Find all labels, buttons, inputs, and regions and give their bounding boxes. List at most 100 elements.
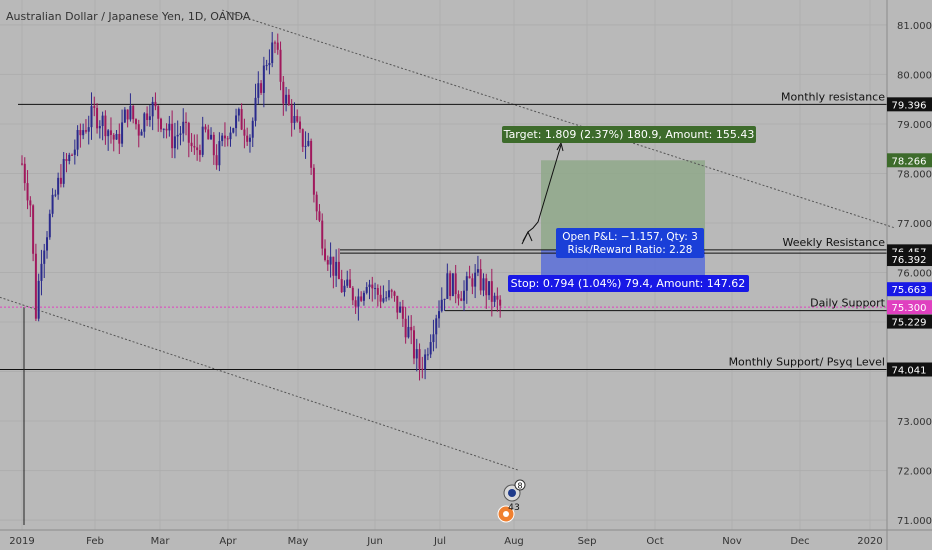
candle-body bbox=[285, 94, 288, 104]
tag-current-price-bg bbox=[887, 300, 932, 315]
y-tick-label: 73.000 bbox=[897, 417, 932, 428]
candle-body bbox=[129, 105, 132, 120]
level-label: Daily Support bbox=[810, 297, 886, 310]
level-label: Weekly Resistance bbox=[783, 236, 886, 249]
candle-body bbox=[246, 135, 249, 142]
stop-text: Stop: 0.794 (1.04%) 79.4, Amount: 147.62 bbox=[511, 277, 746, 290]
candle-body bbox=[32, 205, 35, 254]
candle-body bbox=[296, 116, 299, 122]
candle-body bbox=[412, 330, 415, 359]
x-tick-label: Apr bbox=[219, 536, 237, 547]
candle-body bbox=[496, 295, 499, 300]
x-tick-label: Oct bbox=[646, 536, 663, 547]
candle-body bbox=[109, 130, 112, 135]
candle-body bbox=[257, 83, 260, 98]
candle-body bbox=[37, 280, 40, 319]
tag-level-76392-bg bbox=[887, 252, 932, 267]
candle-body bbox=[171, 123, 174, 149]
candle-body bbox=[90, 106, 93, 128]
candle-body bbox=[493, 295, 496, 302]
candle-body bbox=[321, 220, 324, 249]
candle-body bbox=[432, 334, 435, 343]
position-overlays: Target: 1.809 (2.37%) 180.9, Amount: 155… bbox=[502, 126, 756, 292]
event-count: 4 bbox=[508, 503, 514, 513]
candle-body bbox=[276, 42, 279, 50]
time-axis[interactable]: 2019 Feb Mar Apr May Jun Jul Aug Sep Oct Nov Dec 202… bbox=[0, 529, 932, 547]
candle-body bbox=[346, 279, 349, 286]
candle-body bbox=[332, 256, 335, 276]
y-tick-label: 77.000 bbox=[897, 219, 932, 230]
candle-body bbox=[165, 128, 168, 131]
level-label: Monthly Support/ Psyq Level bbox=[729, 356, 885, 369]
candle-body bbox=[343, 285, 346, 293]
candle-body bbox=[176, 134, 179, 137]
candle-body bbox=[54, 194, 57, 196]
candle-body bbox=[282, 81, 285, 104]
candle-body bbox=[424, 354, 427, 370]
earnings-dot bbox=[503, 511, 509, 517]
y-tick-label: 80.000 bbox=[897, 70, 932, 81]
candle-body bbox=[232, 128, 235, 133]
candle-body bbox=[368, 284, 371, 288]
x-tick-label: Sep bbox=[578, 536, 597, 547]
candle-body bbox=[268, 63, 271, 66]
tag-monthly-support: 74.041 bbox=[892, 366, 927, 377]
candle-body bbox=[435, 318, 438, 335]
x-tick-label: 2019 bbox=[9, 536, 34, 547]
event-count: 3 bbox=[514, 503, 520, 513]
candle-body bbox=[118, 133, 121, 144]
candle-body bbox=[371, 284, 374, 289]
candle-body bbox=[68, 154, 71, 162]
candle-body bbox=[357, 296, 360, 307]
candle-body bbox=[279, 49, 282, 82]
candle-body bbox=[471, 278, 474, 287]
candle-body bbox=[324, 248, 327, 261]
candle-body bbox=[273, 42, 276, 44]
candle-body bbox=[59, 177, 62, 184]
candle-body bbox=[415, 349, 418, 359]
candle-body bbox=[179, 133, 182, 135]
candle-body bbox=[193, 146, 196, 148]
event-count: 8 bbox=[517, 482, 522, 491]
candle-body bbox=[123, 109, 126, 123]
event-markers[interactable]: 8 4 3 bbox=[497, 479, 526, 523]
candle-body bbox=[265, 65, 268, 67]
price-axis[interactable]: 81.00080.00079.00078.00077.00076.00075.0… bbox=[886, 0, 932, 550]
candle-body bbox=[312, 167, 315, 195]
y-tick-label: 79.000 bbox=[897, 120, 932, 131]
candle-body bbox=[287, 94, 290, 105]
candle-body bbox=[468, 276, 471, 279]
candle-body bbox=[360, 296, 363, 301]
tag-current-price: 75.300 bbox=[892, 303, 927, 314]
candle-body bbox=[365, 287, 368, 293]
position-zones bbox=[541, 160, 705, 290]
candle-body bbox=[351, 287, 354, 301]
candle-body bbox=[146, 113, 149, 121]
level-label: Monthly resistance bbox=[781, 90, 885, 103]
candle-body bbox=[210, 134, 213, 140]
candle-body bbox=[385, 297, 388, 299]
candle-body bbox=[115, 133, 118, 140]
candle-body bbox=[204, 126, 207, 130]
candle-body bbox=[221, 135, 224, 142]
candle-body bbox=[71, 154, 74, 156]
x-tick-label: Mar bbox=[151, 536, 171, 547]
candle-body bbox=[84, 130, 87, 132]
candle-body bbox=[207, 129, 210, 140]
y-tick-label: 76.000 bbox=[897, 269, 932, 280]
tag-monthly-resistance: 79.396 bbox=[892, 100, 927, 111]
candle-body bbox=[499, 299, 502, 306]
candle-body bbox=[140, 131, 143, 136]
tag-stop: 75.663 bbox=[892, 285, 927, 296]
candle-body bbox=[335, 261, 338, 276]
candle-body bbox=[463, 290, 466, 301]
candle-body bbox=[43, 250, 46, 264]
candle-body bbox=[326, 260, 329, 265]
candle-body bbox=[243, 129, 246, 136]
candle-body bbox=[173, 136, 176, 149]
candle-body bbox=[57, 177, 60, 195]
flag-dot bbox=[508, 489, 516, 497]
candle-body bbox=[160, 118, 162, 130]
stop-tag bbox=[508, 275, 749, 292]
